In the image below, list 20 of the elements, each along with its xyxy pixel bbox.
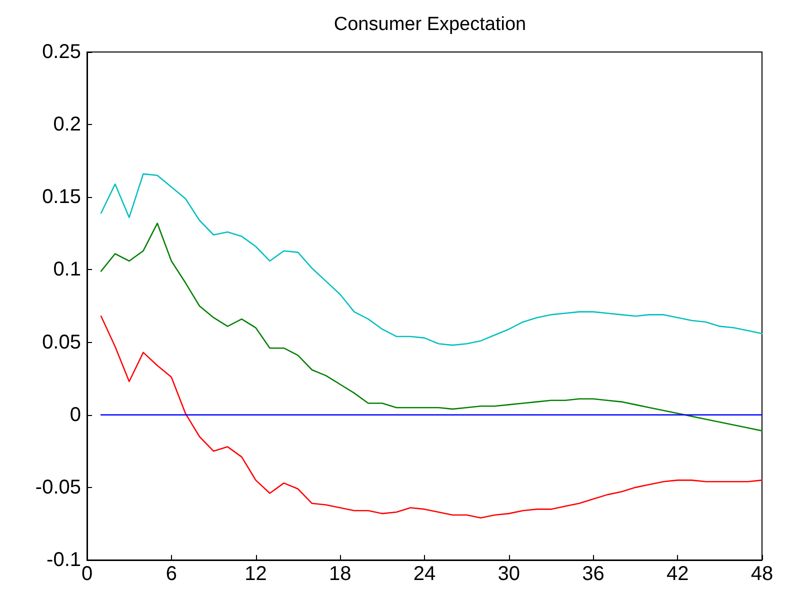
x-tick-label: 36 bbox=[582, 563, 604, 585]
x-tick-label: 48 bbox=[750, 563, 774, 585]
x-tick-label: 6 bbox=[166, 563, 177, 585]
y-tick-label: -0.05 bbox=[35, 476, 81, 498]
x-tick-label: 18 bbox=[329, 563, 352, 585]
x-tick-label: 12 bbox=[244, 563, 267, 585]
x-tick-label: 30 bbox=[498, 563, 520, 585]
x-tick-label: 24 bbox=[413, 563, 436, 585]
line-series bbox=[100, 222, 763, 432]
y-tick-label: 0.15 bbox=[42, 186, 81, 208]
y-tick-label: 0.25 bbox=[42, 41, 81, 63]
y-tick-label: 0.1 bbox=[53, 258, 81, 281]
y-tick-label: 0.2 bbox=[53, 114, 81, 136]
line-series bbox=[100, 173, 763, 346]
y-tick-label: 0 bbox=[70, 404, 81, 426]
y-tick-label: 0.05 bbox=[42, 331, 81, 354]
line-series bbox=[100, 316, 763, 519]
chart-title: Consumer Expectation bbox=[334, 14, 526, 35]
y-tick-label: -0.1 bbox=[46, 549, 81, 571]
x-tick-label: 42 bbox=[666, 563, 689, 585]
